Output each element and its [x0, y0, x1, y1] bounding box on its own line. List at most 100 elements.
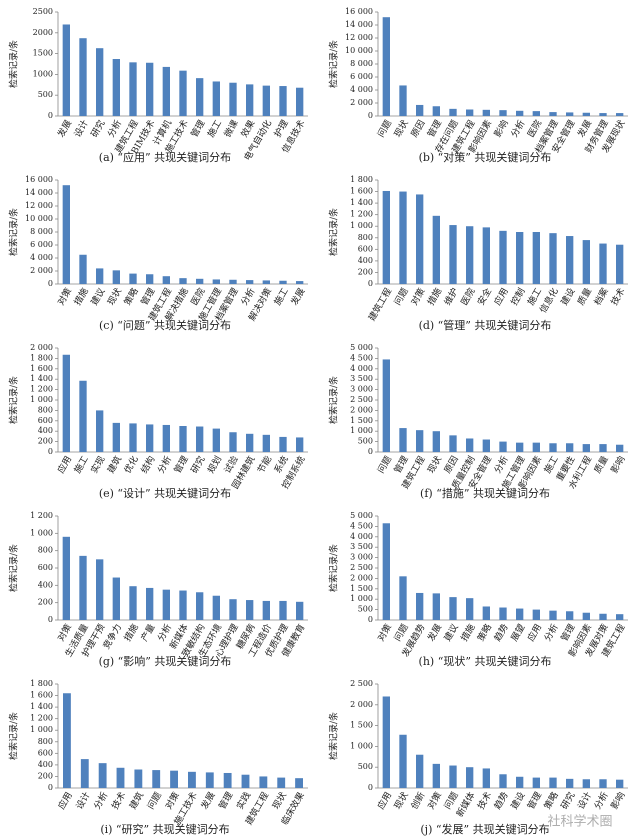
x-tick-label: 设计: [575, 790, 594, 812]
y-tick-label: 1 000: [350, 594, 373, 603]
x-tick-label: 档案: [591, 286, 610, 308]
bar: [382, 17, 390, 117]
bar: [146, 587, 154, 620]
y-tick-label: 2 000: [350, 405, 373, 414]
y-tick-label: 400: [38, 426, 53, 435]
x-tick-label: 实现: [88, 454, 107, 476]
y-tick-label: 1 600: [350, 187, 373, 196]
bar: [499, 774, 507, 788]
bar: [246, 280, 254, 284]
x-tick-label: 发展: [55, 118, 74, 140]
x-tick-label: 措施: [121, 622, 140, 644]
y-tick-label: 2 000: [350, 573, 373, 582]
x-tick-label: 策略: [121, 286, 140, 308]
y-tick-label: 6 000: [30, 240, 53, 249]
bar: [79, 380, 87, 452]
bar: [179, 590, 187, 620]
x-tick-label: 现状: [391, 118, 410, 140]
x-tick-label: 策略: [475, 622, 494, 644]
x-tick-label: 施工: [71, 454, 90, 476]
caption: (c) “问题” 共现关键词分布: [99, 318, 231, 332]
caption: (a) “应用” 共现关键词分布: [99, 150, 231, 164]
bar: [549, 443, 557, 452]
bar: [566, 112, 574, 116]
x-tick-label: 技术: [109, 790, 128, 812]
x-tick-label: 问题: [145, 790, 164, 812]
x-tick-label: 应用: [375, 790, 394, 812]
x-tick-label: 措施: [71, 286, 90, 308]
y-tick-label: 600: [38, 416, 53, 425]
bar: [129, 273, 137, 284]
bar: [382, 523, 390, 620]
bar: [62, 185, 70, 284]
y-tick-label: 0: [368, 447, 373, 456]
bar: [432, 763, 440, 788]
bar: [179, 70, 187, 116]
x-tick-label: 设计: [71, 118, 90, 140]
bar: [399, 734, 407, 788]
bar: [262, 600, 270, 620]
y-tick-label: 200: [358, 267, 373, 276]
y-tick-label: 1 000: [350, 221, 373, 230]
y-tick-label: 10 000: [25, 214, 53, 223]
bar: [152, 770, 161, 788]
bar: [279, 600, 287, 620]
bar: [616, 244, 624, 284]
bar: [416, 194, 424, 284]
y-tick-label: 4 000: [350, 85, 373, 94]
x-tick-label: 建议: [88, 286, 107, 308]
y-tick-label: 2000: [33, 28, 53, 37]
bar: [146, 62, 154, 116]
bar: [582, 112, 590, 116]
bar: [162, 589, 170, 620]
y-tick-label: 0: [48, 111, 53, 120]
x-tick-label: 分析: [91, 790, 110, 812]
bar: [416, 754, 424, 788]
y-tick-label: 0: [368, 111, 373, 120]
x-tick-label: 产量: [138, 622, 157, 644]
y-axis-label: 检索记录/条: [328, 40, 340, 88]
bar: [229, 82, 237, 116]
x-tick-label: 管理: [216, 790, 235, 812]
bar: [295, 778, 303, 788]
bar: [63, 693, 71, 788]
x-tick-label: 对策: [425, 790, 444, 812]
y-tick-label: 2 500: [350, 679, 373, 688]
x-tick-label: 影响: [608, 454, 627, 476]
y-tick-label: 200: [38, 437, 53, 446]
y-tick-label: 1 800: [30, 353, 53, 362]
bar: [79, 555, 87, 620]
y-axis-label: 检索记录/条: [8, 40, 20, 88]
bar: [246, 600, 254, 620]
bar: [549, 777, 557, 788]
bar: [279, 86, 287, 116]
bar: [499, 441, 507, 452]
bar: [296, 601, 304, 620]
y-tick-label: 4 000: [350, 364, 373, 373]
bar: [170, 770, 178, 788]
bar: [416, 104, 424, 116]
y-tick-label: 4 000: [350, 532, 373, 541]
bar: [616, 779, 624, 788]
y-tick-label: 1 400: [350, 198, 373, 207]
x-tick-label: 维护: [441, 286, 460, 308]
bar: [223, 772, 232, 788]
bar: [432, 106, 440, 116]
bar: [80, 759, 89, 788]
bar: [582, 612, 590, 620]
x-tick-label: 质量: [575, 286, 594, 308]
x-tick-label: 研究: [88, 118, 107, 140]
x-tick-label: 节能: [255, 454, 274, 476]
y-tick-label: 5 000: [350, 511, 373, 520]
y-tick-label: 3 500: [350, 374, 373, 383]
bar: [79, 38, 87, 116]
bar: [532, 442, 540, 452]
y-tick-label: 200: [38, 598, 53, 607]
bar: [162, 424, 170, 452]
bar: [179, 278, 187, 284]
bar: [196, 278, 204, 284]
watermark: 社科学术圈: [547, 814, 612, 830]
bar: [96, 410, 104, 452]
bar: [466, 598, 474, 620]
